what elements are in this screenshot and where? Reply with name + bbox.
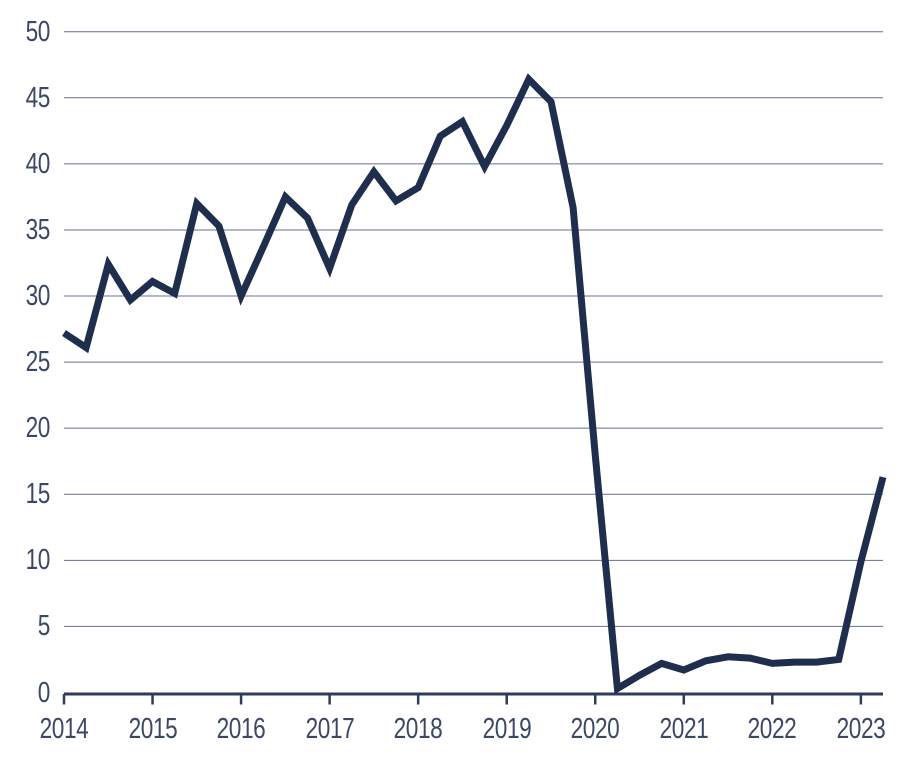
x-tick-label: 2014 bbox=[39, 713, 89, 745]
x-tick-label: 2018 bbox=[393, 713, 443, 745]
data-series bbox=[62, 73, 887, 695]
x-tick-label: 2022 bbox=[747, 713, 797, 745]
y-tick-label: 50 bbox=[25, 15, 51, 48]
x-tick-label: 2017 bbox=[305, 713, 354, 745]
y-tick-label: 10 bbox=[25, 544, 51, 577]
y-tick-label: 35 bbox=[25, 213, 51, 246]
y-tick-label: 0 bbox=[37, 676, 51, 709]
y-tick-label: 30 bbox=[25, 280, 51, 313]
x-tick-label: 2021 bbox=[659, 713, 709, 745]
y-tick-label: 15 bbox=[25, 478, 51, 511]
y-tick-label: 40 bbox=[25, 147, 51, 180]
x-tick-label: 2016 bbox=[216, 713, 266, 745]
x-tick-label: 2020 bbox=[570, 713, 620, 745]
x-axis bbox=[62, 692, 883, 705]
x-tick-label: 2015 bbox=[128, 713, 177, 745]
gridlines bbox=[64, 31, 883, 627]
x-tick-label: 2019 bbox=[482, 713, 532, 745]
y-tick-label: 45 bbox=[25, 81, 51, 114]
y-tick-label: 25 bbox=[25, 346, 51, 379]
y-tick-label: 20 bbox=[25, 412, 51, 445]
x-tick-label: 2023 bbox=[836, 713, 886, 745]
data-line bbox=[62, 73, 887, 695]
y-tick-label: 5 bbox=[37, 610, 51, 643]
